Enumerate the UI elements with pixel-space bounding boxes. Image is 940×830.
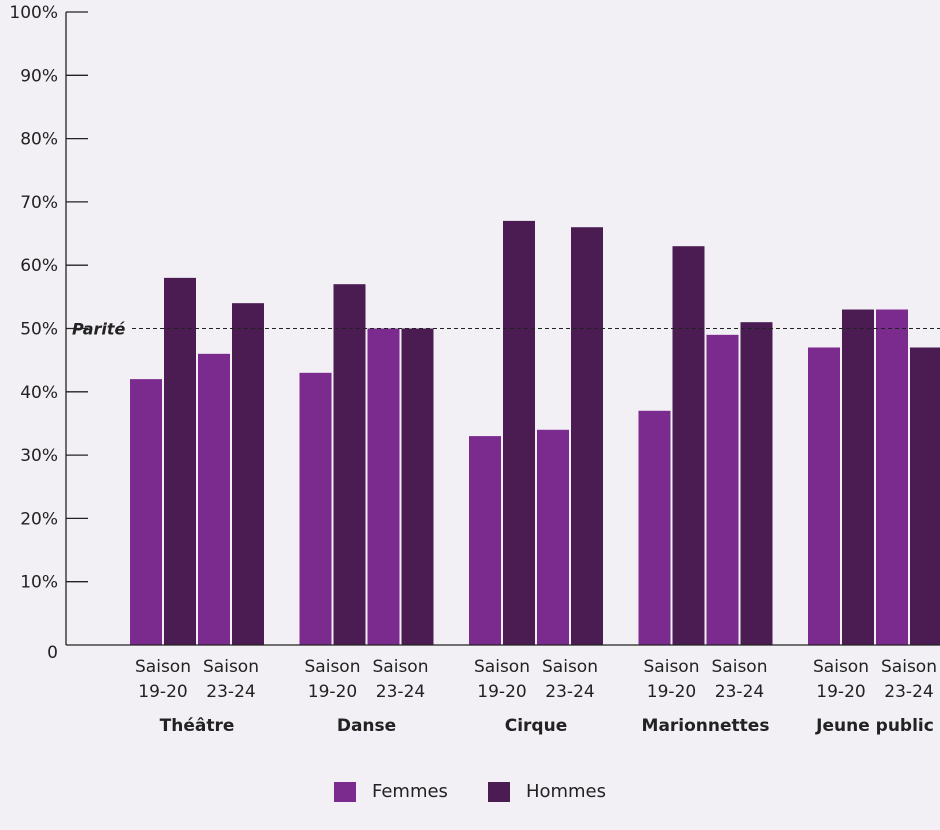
bar — [672, 246, 705, 645]
bar — [333, 284, 366, 645]
bars-layer — [130, 220, 940, 645]
legend-label: Hommes — [525, 781, 607, 802]
bar — [198, 353, 230, 645]
bar — [740, 322, 773, 645]
x-tick-label: Saison — [881, 657, 937, 677]
x-tick-label: 23-24 — [884, 682, 933, 702]
bar — [537, 429, 569, 645]
bar — [164, 277, 196, 645]
bar — [571, 227, 603, 645]
x-tick-label: 19-20 — [647, 682, 696, 702]
group-label: Marionnettes — [642, 716, 770, 736]
x-tick-label: Saison — [305, 657, 361, 677]
y-tick-label: 40% — [20, 383, 58, 403]
y-tick-label: 20% — [20, 509, 58, 529]
x-tick-label: 19-20 — [138, 682, 187, 702]
bar — [638, 410, 671, 645]
y-tick-label: 60% — [20, 256, 58, 276]
x-tick-label: 19-20 — [816, 682, 865, 702]
legend-item: Femmes — [333, 781, 448, 802]
y-tick-label: 10% — [20, 573, 58, 593]
x-tick-label: 23-24 — [376, 682, 425, 702]
group-label: Jeune public — [815, 716, 934, 736]
x-tick-label: Saison — [474, 657, 530, 677]
bar — [842, 309, 874, 645]
bar — [706, 334, 739, 645]
legend-swatch — [487, 781, 510, 802]
group-label: Théâtre — [160, 716, 235, 736]
legend-label: Femmes — [371, 781, 448, 802]
x-tick-label: Saison — [373, 657, 429, 677]
legend-item: Hommes — [487, 781, 607, 802]
bar — [401, 328, 434, 645]
bar — [299, 372, 332, 645]
parity-label: Parité — [72, 320, 126, 339]
x-axis-labels: Saison 19-20 Saison 23-24 Théâtre Saison 19-20… — [135, 657, 937, 736]
bar — [367, 328, 400, 645]
group-label: Cirque — [505, 716, 568, 736]
y-tick-label: 30% — [20, 446, 58, 466]
bar — [910, 347, 940, 645]
y-tick-label: 70% — [20, 193, 58, 213]
bar — [469, 436, 501, 645]
x-tick-label: 19-20 — [477, 682, 526, 702]
y-axis: 0 10% 20% 30% 40% 50% 60% 70% 80% 90% 100% — [9, 3, 940, 663]
parity-reference: Parité — [72, 320, 940, 339]
legend-swatch — [333, 781, 356, 802]
y-tick-label: 100% — [9, 3, 58, 23]
bar — [808, 347, 840, 645]
x-tick-label: Saison — [712, 657, 768, 677]
x-tick-label: Saison — [644, 657, 700, 677]
x-tick-label: Saison — [542, 657, 598, 677]
bar — [876, 309, 908, 645]
x-tick-label: 19-20 — [308, 682, 357, 702]
y-tick-label: 80% — [20, 130, 58, 150]
bar — [232, 303, 264, 645]
group-label: Danse — [337, 716, 396, 736]
x-tick-label: 23-24 — [206, 682, 255, 702]
bar — [130, 379, 162, 645]
legend: Femmes Hommes — [0, 781, 940, 802]
y-tick-label: 90% — [20, 66, 58, 86]
x-tick-label: 23-24 — [545, 682, 594, 702]
x-tick-label: Saison — [813, 657, 869, 677]
y-tick-label: 0 — [47, 643, 58, 663]
bar — [503, 220, 535, 645]
y-tick-label: 50% — [20, 320, 58, 340]
x-tick-label: Saison — [135, 657, 191, 677]
x-tick-label: 23-24 — [715, 682, 764, 702]
x-tick-label: Saison — [203, 657, 259, 677]
